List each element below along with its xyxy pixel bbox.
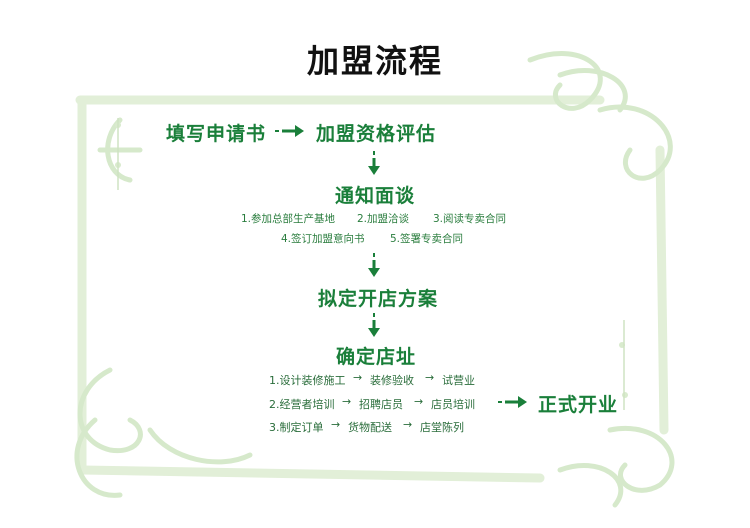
step-open: 正式开业 [538,394,619,416]
arrow-down-icon [368,313,380,337]
interview-item: 2.加盟洽谈 [357,213,410,225]
location-item: 店堂陈列 [420,421,464,434]
location-item: 店员培训 [431,398,475,411]
step-apply: 填写申请书 [166,123,267,145]
step-interview: 通知面谈 [335,185,416,207]
arrow-down-icon [368,253,380,277]
location-item: 1.设计装修施工 [269,374,346,387]
arrow-right-icon [275,125,304,137]
arrow-right-icon: → [331,418,341,431]
location-item: 试营业 [442,374,475,387]
step-evaluate: 加盟资格评估 [316,123,437,145]
location-item: 货物配送 [348,421,392,434]
step-location: 确定店址 [336,346,417,368]
arrow-down-icon [368,151,380,175]
location-item: 2.经营者培训 [269,398,335,411]
interview-item: 4.签订加盟意向书 [281,233,365,245]
step-plan: 拟定开店方案 [318,288,439,310]
arrow-right-icon: → [425,371,435,384]
arrow-right-icon [498,396,527,408]
arrow-right-icon: → [414,395,424,408]
arrow-right-icon: → [353,371,363,384]
interview-item: 3.阅读专卖合同 [433,213,507,225]
interview-item: 1.参加总部生产基地 [241,213,336,225]
page-title: 加盟流程 [306,42,443,80]
location-item: 招聘店员 [359,398,403,411]
arrow-right-icon: → [342,395,352,408]
arrow-right-icon: → [403,418,413,431]
interview-item: 5.签署专卖合同 [390,233,464,245]
location-item: 装修验收 [370,374,414,387]
location-item: 3.制定订单 [269,421,324,434]
